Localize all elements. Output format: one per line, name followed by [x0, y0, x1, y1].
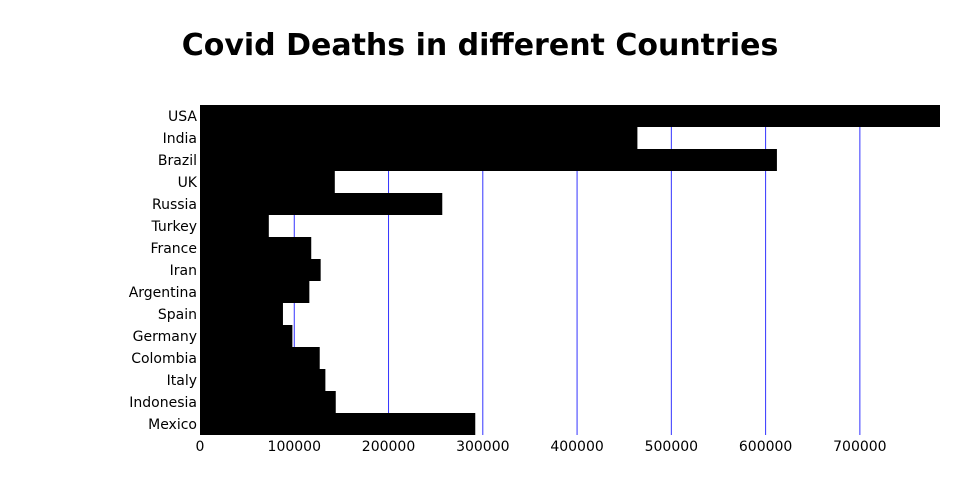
bar-turkey: [200, 215, 269, 237]
category-label: Turkey: [150, 219, 197, 235]
bar-uk: [200, 171, 335, 193]
x-tick-label: 100000: [268, 439, 321, 455]
x-tick-label: 200000: [362, 439, 415, 455]
category-label: Spain: [158, 307, 197, 323]
category-axis: USA India Brazil UK Russia Turkey France Iran Ar…: [129, 109, 198, 433]
x-tick-label: 600000: [739, 439, 792, 455]
bar-colombia: [200, 347, 320, 369]
bar-argentina: [200, 281, 310, 303]
bar-spain: [200, 303, 283, 325]
category-label: Iran: [170, 263, 197, 279]
bar-india: [200, 127, 638, 149]
bar-brazil: [200, 149, 777, 171]
category-label: Germany: [133, 329, 197, 345]
bar-iran: [200, 259, 321, 281]
bar-france: [200, 237, 312, 259]
bar-germany: [200, 325, 293, 347]
x-tick-label: 0: [196, 439, 205, 455]
x-tick-label: 500000: [645, 439, 698, 455]
category-label: India: [163, 131, 197, 147]
bars: [200, 105, 940, 435]
x-tick-label: 700000: [833, 439, 886, 455]
x-tick-label: 300000: [456, 439, 509, 455]
value-axis: 0 100000 200000 300000 400000 500000 600000 700…: [196, 439, 887, 455]
bar-italy: [200, 369, 326, 391]
category-label: Russia: [152, 197, 197, 213]
bar-russia: [200, 193, 443, 215]
bar-indonesia: [200, 391, 336, 413]
category-label: USA: [168, 109, 197, 125]
category-label: Brazil: [158, 153, 197, 169]
bar-mexico: [200, 413, 476, 435]
category-label: Argentina: [129, 285, 197, 301]
x-tick-label: 400000: [550, 439, 603, 455]
category-label: Colombia: [131, 351, 197, 367]
chart-title: Covid Deaths in different Countries: [182, 28, 779, 63]
category-label: France: [150, 241, 197, 257]
category-label: UK: [178, 175, 198, 191]
bar-usa: [200, 105, 940, 127]
category-label: Indonesia: [129, 395, 197, 411]
category-label: Mexico: [148, 417, 197, 433]
category-label: Italy: [167, 373, 197, 389]
